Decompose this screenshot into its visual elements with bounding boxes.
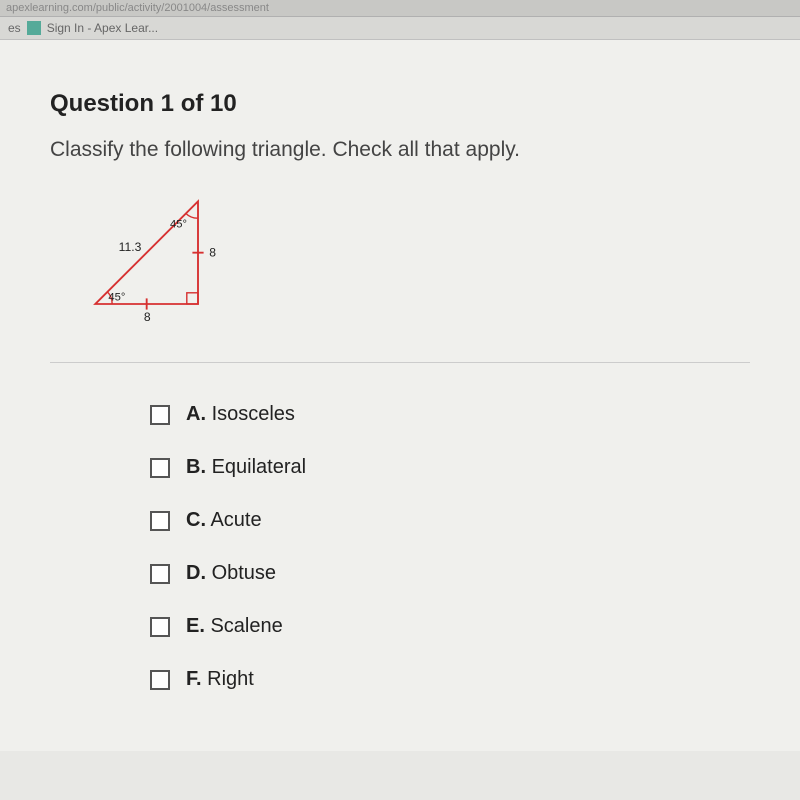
option-letter: F. <box>186 668 202 690</box>
option-d[interactable]: D. Obtuse <box>150 562 750 585</box>
bookmarks-bar: es Sign In - Apex Lear... <box>0 17 800 40</box>
option-b[interactable]: B. Equilateral <box>150 456 750 479</box>
option-text: Obtuse <box>212 562 276 584</box>
option-text: Acute <box>210 509 261 531</box>
bookmark-prefix: es <box>8 21 21 35</box>
question-header: Question 1 of 10 <box>50 90 750 118</box>
option-label-d: D. Obtuse <box>186 562 276 585</box>
option-text: Isosceles <box>212 403 295 425</box>
option-label-e: E. Scalene <box>186 615 283 638</box>
option-e[interactable]: E. Scalene <box>150 615 750 638</box>
checkbox-c[interactable] <box>150 511 170 531</box>
option-a[interactable]: A. Isosceles <box>150 403 750 426</box>
option-label-f: F. Right <box>186 668 254 691</box>
option-label-c: C. Acute <box>186 509 262 532</box>
svg-text:8: 8 <box>209 245 216 259</box>
checkbox-b[interactable] <box>150 458 170 478</box>
options-list: A. Isosceles B. Equilateral C. Acute D. … <box>50 403 750 691</box>
content-area: Question 1 of 10 Classify the following … <box>0 40 800 751</box>
svg-text:11.3: 11.3 <box>119 240 142 254</box>
svg-text:8: 8 <box>144 310 151 324</box>
option-letter: C. <box>186 509 206 531</box>
divider <box>50 362 750 363</box>
url-text: apexlearning.com/public/activity/2001004… <box>6 2 269 14</box>
option-text: Right <box>207 668 254 690</box>
option-label-a: A. Isosceles <box>186 403 295 426</box>
checkbox-e[interactable] <box>150 617 170 637</box>
checkbox-d[interactable] <box>150 564 170 584</box>
question-text: Classify the following triangle. Check a… <box>50 138 750 162</box>
checkbox-a[interactable] <box>150 405 170 425</box>
triangle-svg: 11.3 45° 45° 8 8 <box>70 192 270 332</box>
checkbox-f[interactable] <box>150 670 170 690</box>
option-text: Equilateral <box>212 456 307 478</box>
option-letter: E. <box>186 615 205 637</box>
option-f[interactable]: F. Right <box>150 668 750 691</box>
svg-text:45°: 45° <box>170 218 187 230</box>
option-label-b: B. Equilateral <box>186 456 306 479</box>
option-text: Scalene <box>210 615 282 637</box>
option-c[interactable]: C. Acute <box>150 509 750 532</box>
url-bar: apexlearning.com/public/activity/2001004… <box>0 0 800 17</box>
option-letter: D. <box>186 562 206 584</box>
svg-text:45°: 45° <box>108 291 125 303</box>
bookmark-icon <box>27 21 41 35</box>
triangle-diagram: 11.3 45° 45° 8 8 <box>70 192 270 332</box>
option-letter: B. <box>186 456 206 478</box>
option-letter: A. <box>186 403 206 425</box>
bookmark-title[interactable]: Sign In - Apex Lear... <box>47 21 158 35</box>
